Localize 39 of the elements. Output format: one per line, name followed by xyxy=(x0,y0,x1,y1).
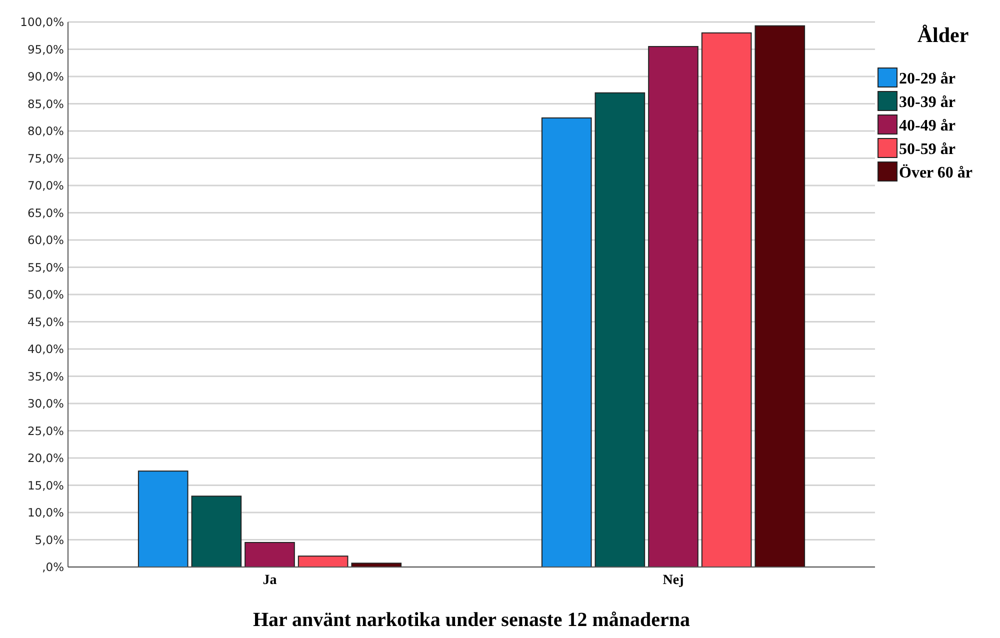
y-tick-label: 50,0% xyxy=(27,288,64,302)
legend-title: Ålder xyxy=(917,23,969,47)
x-tick-label: Ja xyxy=(262,573,277,588)
x-axis-title: Har använt narkotika under senaste 12 månaderna xyxy=(252,609,690,631)
y-tick-label: 15,0% xyxy=(27,478,64,492)
y-tick-label: 30,0% xyxy=(27,396,64,411)
y-tick-label: 70,0% xyxy=(27,178,64,193)
y-tick-label: 10,0% xyxy=(27,506,64,520)
bar xyxy=(701,32,752,568)
x-tick-label: Nej xyxy=(662,573,684,588)
bar xyxy=(138,470,188,568)
legend-label: 30-39 år xyxy=(899,94,956,112)
bar xyxy=(594,92,646,568)
y-tick-label: 75,0% xyxy=(27,151,64,166)
y-tick-label: 100,0% xyxy=(20,15,64,30)
bar xyxy=(648,46,698,568)
y-tick-label: 55,0% xyxy=(27,260,64,274)
y-tick-label: 95,0% xyxy=(27,42,64,56)
legend-label: 40-49 år xyxy=(899,118,956,135)
bar xyxy=(191,496,242,568)
bar xyxy=(541,117,592,568)
y-tick-label: 45,0% xyxy=(27,314,64,329)
y-tick-label: 65,0% xyxy=(27,206,64,220)
y-tick-label: 90,0% xyxy=(27,70,64,84)
legend-label: 50-59 år xyxy=(899,141,956,158)
y-tick-label: 20,0% xyxy=(27,451,64,466)
bar xyxy=(754,25,806,568)
y-tick-label: 35,0% xyxy=(27,369,64,384)
y-tick-label: 80,0% xyxy=(27,124,64,138)
y-tick-label: 60,0% xyxy=(27,233,64,248)
legend-label: Över 60 år xyxy=(899,164,972,182)
bar xyxy=(298,556,348,568)
y-tick-label: ,0% xyxy=(42,560,64,574)
legend-label: 20-29 år xyxy=(899,70,956,88)
bar xyxy=(244,542,295,568)
y-tick-label: 25,0% xyxy=(27,424,64,438)
y-tick-label: 40,0% xyxy=(27,342,64,356)
y-tick-label: 85,0% xyxy=(27,96,64,111)
y-tick-label: 5,0% xyxy=(34,532,64,547)
